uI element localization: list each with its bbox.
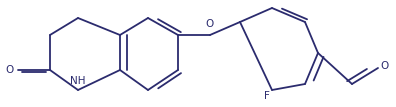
Text: F: F (264, 91, 270, 101)
Text: O: O (380, 61, 388, 71)
Text: O: O (206, 19, 214, 29)
Text: NH: NH (70, 76, 86, 86)
Text: O: O (6, 65, 14, 75)
